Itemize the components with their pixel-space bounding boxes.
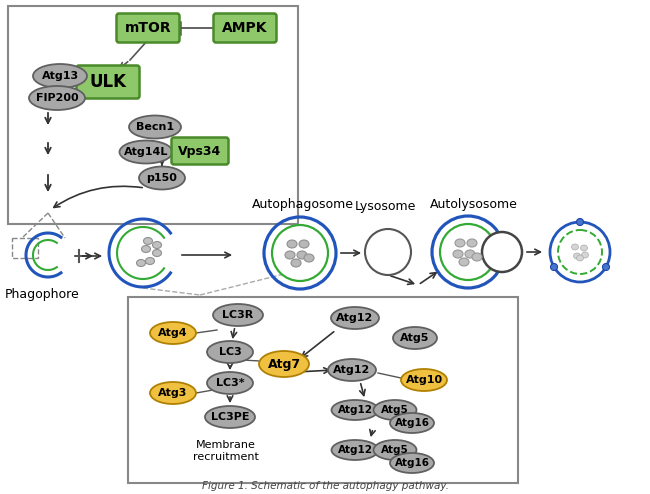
FancyBboxPatch shape	[172, 137, 229, 165]
Ellipse shape	[580, 245, 588, 251]
Ellipse shape	[207, 372, 253, 394]
FancyBboxPatch shape	[77, 66, 140, 98]
Ellipse shape	[332, 440, 378, 460]
Ellipse shape	[291, 259, 301, 267]
Text: Becn1: Becn1	[136, 122, 174, 132]
Ellipse shape	[472, 253, 482, 261]
Text: Atg4: Atg4	[158, 328, 188, 338]
Text: LC3*: LC3*	[216, 378, 244, 388]
Ellipse shape	[207, 341, 253, 363]
Ellipse shape	[297, 251, 307, 259]
Ellipse shape	[390, 453, 434, 473]
Ellipse shape	[551, 263, 558, 271]
Ellipse shape	[331, 307, 379, 329]
Ellipse shape	[146, 257, 155, 264]
Text: Atg16: Atg16	[395, 418, 430, 428]
Text: Atg13: Atg13	[42, 71, 79, 81]
Text: LC3R: LC3R	[222, 310, 254, 320]
Ellipse shape	[459, 258, 469, 266]
Ellipse shape	[153, 249, 161, 256]
Ellipse shape	[465, 250, 475, 258]
FancyBboxPatch shape	[128, 297, 518, 483]
Ellipse shape	[374, 440, 417, 460]
Text: Atg5: Atg5	[381, 445, 409, 455]
Ellipse shape	[328, 359, 376, 381]
Ellipse shape	[299, 240, 309, 248]
Ellipse shape	[577, 255, 584, 261]
Text: Autophagosome: Autophagosome	[252, 198, 354, 211]
Text: Atg14L: Atg14L	[124, 147, 168, 157]
Ellipse shape	[401, 369, 447, 391]
Ellipse shape	[571, 244, 578, 250]
Ellipse shape	[573, 253, 580, 259]
Ellipse shape	[213, 304, 263, 326]
Ellipse shape	[144, 238, 153, 245]
Ellipse shape	[129, 116, 181, 138]
Text: LC3PE: LC3PE	[211, 412, 249, 422]
Ellipse shape	[467, 239, 477, 247]
Text: Phagophore: Phagophore	[5, 288, 80, 301]
FancyBboxPatch shape	[116, 13, 179, 42]
Text: LC3: LC3	[218, 347, 241, 357]
Ellipse shape	[285, 251, 295, 259]
Ellipse shape	[139, 166, 185, 190]
Ellipse shape	[136, 259, 146, 266]
Text: ULK: ULK	[90, 73, 127, 91]
Circle shape	[482, 232, 522, 272]
Bar	[12, 238, 38, 258]
Ellipse shape	[29, 86, 85, 110]
Ellipse shape	[393, 327, 437, 349]
Circle shape	[558, 230, 602, 274]
Text: p150: p150	[146, 173, 177, 183]
Text: Atg5: Atg5	[400, 333, 430, 343]
Text: Lysosome: Lysosome	[355, 200, 417, 213]
Ellipse shape	[259, 351, 309, 377]
FancyBboxPatch shape	[213, 13, 276, 42]
Text: Membrane
recruitment: Membrane recruitment	[193, 440, 259, 461]
Text: Atg5: Atg5	[381, 405, 409, 415]
Ellipse shape	[205, 406, 255, 428]
FancyBboxPatch shape	[8, 6, 298, 224]
Ellipse shape	[332, 400, 378, 420]
Text: Atg12: Atg12	[337, 313, 374, 323]
Ellipse shape	[153, 242, 161, 248]
Ellipse shape	[150, 322, 196, 344]
Text: Atg7: Atg7	[267, 358, 300, 370]
Text: Atg3: Atg3	[159, 388, 188, 398]
Text: Atg10: Atg10	[406, 375, 443, 385]
Ellipse shape	[142, 246, 151, 252]
Ellipse shape	[304, 254, 314, 262]
Text: FIP200: FIP200	[36, 93, 78, 103]
Text: Atg12: Atg12	[337, 405, 372, 415]
Ellipse shape	[33, 64, 87, 88]
Ellipse shape	[150, 382, 196, 404]
Text: Atg12: Atg12	[333, 365, 370, 375]
Circle shape	[365, 229, 411, 275]
Ellipse shape	[582, 252, 588, 258]
Circle shape	[440, 224, 496, 280]
Text: Atg16: Atg16	[395, 458, 430, 468]
Text: Figure 1. Schematic of the autophagy pathway.: Figure 1. Schematic of the autophagy pat…	[202, 481, 448, 491]
Text: Atg12: Atg12	[337, 445, 372, 455]
Ellipse shape	[603, 263, 610, 271]
Ellipse shape	[287, 240, 297, 248]
Ellipse shape	[120, 140, 172, 164]
Text: AMPK: AMPK	[222, 21, 268, 35]
Ellipse shape	[374, 400, 417, 420]
Circle shape	[272, 225, 328, 281]
Ellipse shape	[390, 413, 434, 433]
Ellipse shape	[453, 250, 463, 258]
Text: mTOR: mTOR	[125, 21, 172, 35]
Text: Autolysosome: Autolysosome	[430, 198, 518, 211]
Text: Vps34: Vps34	[178, 145, 222, 158]
Ellipse shape	[455, 239, 465, 247]
Ellipse shape	[577, 218, 584, 225]
